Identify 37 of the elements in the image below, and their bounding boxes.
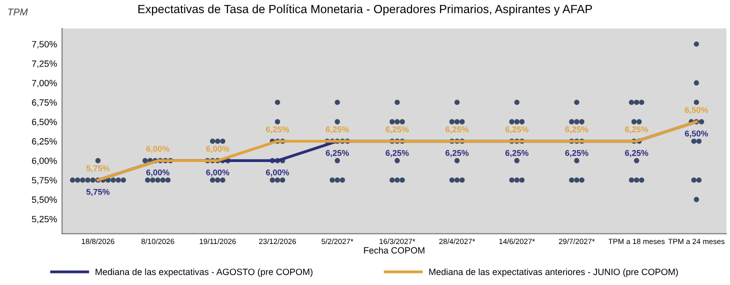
data-label: 6,00% — [206, 169, 230, 177]
data-label: 6,25% — [565, 126, 588, 134]
data-label: 6,25% — [386, 150, 409, 158]
data-label: 6,25% — [446, 126, 469, 134]
y-tick-label: 6,00% — [32, 158, 57, 166]
data-label: 5,75% — [86, 165, 110, 172]
legend-label: Mediana de las expectativas - AGOSTO (pre COPOM) — [96, 268, 312, 277]
y-axis-title: TPM — [8, 8, 28, 16]
y-tick-label: 5,25% — [32, 216, 57, 224]
data-label: 6,25% — [505, 150, 528, 158]
x-axis-title: Fecha COPOM — [364, 246, 424, 254]
data-label: 6,25% — [326, 150, 349, 158]
y-tick-label: 6,75% — [32, 99, 57, 107]
data-label: 6,25% — [386, 126, 409, 134]
data-label: 6,25% — [446, 150, 469, 158]
data-label: 6,00% — [146, 169, 170, 177]
data-label: 6,50% — [684, 107, 708, 114]
y-tick-label: 7,25% — [32, 60, 57, 68]
data-label: 6,25% — [625, 126, 648, 134]
y-tick-label: 7,00% — [32, 80, 57, 88]
data-label: 6,00% — [266, 169, 290, 177]
y-tick-label: 7,50% — [32, 41, 57, 48]
data-label: 6,25% — [505, 126, 528, 134]
data-label: 6,25% — [625, 150, 648, 158]
data-label: 6,25% — [565, 150, 588, 158]
data-label: 6,00% — [146, 146, 170, 153]
data-label: 5,75% — [86, 188, 110, 196]
y-tick-label: 6,25% — [32, 138, 57, 146]
legend-label: Mediana de las expectativas anteriores - JUNIO (pre COPOM) — [429, 268, 678, 277]
data-label: 6,25% — [266, 126, 290, 134]
y-tick-label: 5,50% — [32, 196, 57, 204]
data-label: 6,25% — [326, 126, 349, 134]
data-label: 6,50% — [684, 130, 708, 138]
y-tick-label: 6,50% — [32, 118, 57, 126]
data-label: 6,00% — [206, 146, 230, 153]
chart-title: Expectativas de Tasa de Política Monetaria - Operadores Primarios, Aspirantes y AFAP — [138, 4, 592, 16]
y-tick-label: 5,75% — [32, 177, 57, 184]
